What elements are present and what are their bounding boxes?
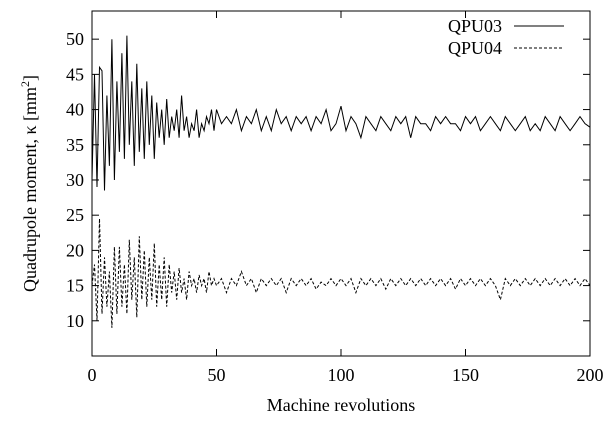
y-tick-label-30: 30 [66, 170, 84, 190]
legend-label-qpu04: QPU04 [448, 38, 502, 58]
y-tick-label-35: 35 [66, 135, 84, 155]
plot-frame [91, 10, 591, 357]
legend: QPU03 QPU04 [448, 16, 564, 58]
tick-marks [91, 11, 591, 356]
y-tick-label-15: 15 [66, 276, 84, 296]
y-axis-title-superscript: 2 [18, 81, 32, 87]
y-tick-label-20: 20 [66, 240, 84, 260]
x-tick-label-50: 50 [208, 365, 226, 385]
x-tick-label-100: 100 [328, 365, 355, 385]
y-axis-title-main: Quadrupole moment, κ [mm [20, 87, 40, 292]
tick-labels: 0 50 100 150 200 10 15 20 25 30 35 40 45 50 [66, 29, 604, 385]
y-tick-label-45: 45 [66, 64, 84, 84]
y-tick-label-25: 25 [66, 205, 84, 225]
y-axis-title: Quadrupole moment, κ [mm2] [18, 75, 40, 292]
x-tick-label-200: 200 [577, 365, 604, 385]
series-layer [91, 35, 591, 328]
y-tick-label-40: 40 [66, 100, 84, 120]
series-line-qpu04 [91, 218, 591, 328]
x-axis-title: Machine revolutions [267, 395, 415, 415]
y-tick-label-50: 50 [66, 29, 84, 49]
x-tick-label-150: 150 [452, 365, 479, 385]
series-line-qpu03 [91, 35, 591, 191]
y-axis-title-close: ] [20, 75, 40, 81]
legend-label-qpu03: QPU03 [448, 16, 502, 36]
x-tick-label-0: 0 [88, 365, 97, 385]
y-tick-label-10: 10 [66, 311, 84, 331]
